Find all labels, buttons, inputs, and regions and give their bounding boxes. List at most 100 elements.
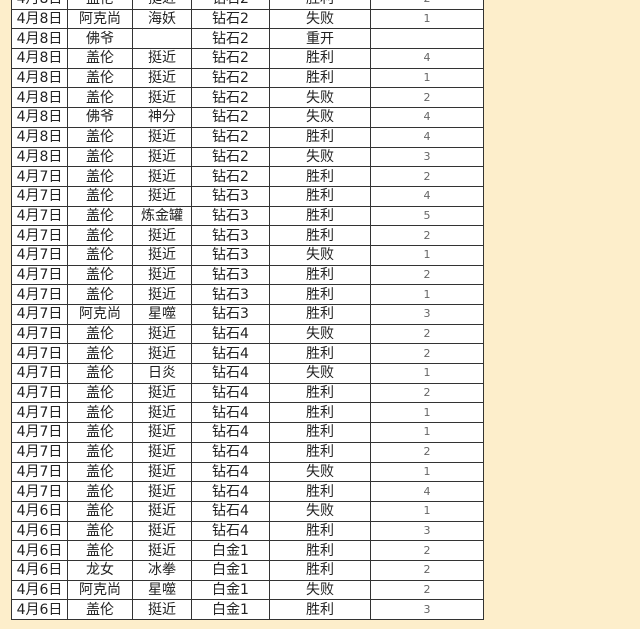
item-cell[interactable]: 挺近 [132,166,192,187]
date-cell[interactable]: 4月8日 [11,107,68,128]
result-cell[interactable]: 胜利 [269,264,371,286]
rank-cell[interactable]: 钻石3 [191,244,270,266]
hero-cell[interactable]: 盖伦 [67,48,133,69]
rank-cell[interactable]: 钻石3 [191,225,270,246]
rank-cell[interactable]: 钻石3 [191,304,270,325]
rank-cell[interactable]: 钻石2 [191,146,270,168]
result-cell[interactable]: 失败 [269,146,371,168]
item-cell[interactable]: 挺近 [132,382,192,404]
rank-cell[interactable]: 钻石4 [191,402,270,424]
item-cell[interactable]: 冰拳 [132,559,192,581]
rank-cell[interactable]: 钻石2 [191,48,270,69]
rank-cell[interactable]: 钻石2 [191,8,270,30]
item-cell[interactable] [132,28,192,50]
hero-cell[interactable]: 盖伦 [67,284,133,305]
count-cell[interactable]: 4 [370,48,484,69]
item-cell[interactable]: 挺近 [132,402,192,424]
hero-cell[interactable]: 盖伦 [67,481,133,502]
result-cell[interactable]: 胜利 [269,599,371,620]
date-cell[interactable]: 4月8日 [11,28,68,50]
result-cell[interactable]: 失败 [269,461,371,483]
date-cell[interactable]: 4月7日 [11,304,68,325]
hero-cell[interactable]: 盖伦 [67,343,133,365]
rank-cell[interactable]: 钻石4 [191,363,270,384]
hero-cell[interactable]: 盖伦 [67,599,133,620]
rank-cell[interactable]: 钻石4 [191,323,270,345]
hero-cell[interactable]: 阿克尚 [67,8,133,30]
rank-cell[interactable]: 白金1 [191,599,270,620]
result-cell[interactable]: 胜利 [269,166,371,187]
result-cell[interactable]: 失败 [269,107,371,128]
date-cell[interactable]: 4月8日 [11,87,68,109]
item-cell[interactable]: 炼金罐 [132,205,192,227]
item-cell[interactable]: 星噬 [132,579,192,601]
rank-cell[interactable]: 钻石2 [191,0,270,10]
date-cell[interactable]: 4月8日 [11,0,68,10]
date-cell[interactable]: 4月7日 [11,402,68,424]
count-cell[interactable]: 2 [370,540,484,561]
count-cell[interactable]: 1 [370,244,484,266]
rank-cell[interactable]: 白金1 [191,540,270,561]
date-cell[interactable]: 4月6日 [11,500,68,522]
hero-cell[interactable]: 龙女 [67,559,133,581]
item-cell[interactable]: 挺近 [132,244,192,266]
hero-cell[interactable]: 盖伦 [67,323,133,345]
result-cell[interactable]: 重开 [269,28,371,50]
hero-cell[interactable]: 盖伦 [67,441,133,463]
count-cell[interactable]: 2 [370,343,484,365]
item-cell[interactable]: 挺近 [132,264,192,286]
rank-cell[interactable]: 钻石4 [191,343,270,365]
result-cell[interactable]: 胜利 [269,284,371,305]
item-cell[interactable]: 挺近 [132,185,192,207]
count-cell[interactable]: 1 [370,422,484,443]
rank-cell[interactable]: 钻石3 [191,284,270,305]
result-cell[interactable]: 胜利 [269,67,371,89]
hero-cell[interactable]: 盖伦 [67,520,133,542]
rank-cell[interactable]: 钻石2 [191,166,270,187]
hero-cell[interactable]: 阿克尚 [67,304,133,325]
item-cell[interactable]: 挺近 [132,323,192,345]
result-cell[interactable]: 失败 [269,8,371,30]
hero-cell[interactable]: 盖伦 [67,185,133,207]
count-cell[interactable]: 2 [370,166,484,187]
date-cell[interactable]: 4月6日 [11,540,68,561]
result-cell[interactable]: 胜利 [269,48,371,69]
result-cell[interactable]: 胜利 [269,422,371,443]
count-cell[interactable]: 2 [370,323,484,345]
date-cell[interactable]: 4月7日 [11,343,68,365]
item-cell[interactable]: 挺近 [132,0,192,10]
hero-cell[interactable]: 盖伦 [67,244,133,266]
count-cell[interactable]: 1 [370,284,484,305]
count-cell[interactable]: 4 [370,107,484,128]
hero-cell[interactable]: 阿克尚 [67,579,133,601]
item-cell[interactable]: 神分 [132,107,192,128]
count-cell[interactable]: 1 [370,500,484,522]
item-cell[interactable]: 挺近 [132,422,192,443]
date-cell[interactable]: 4月7日 [11,225,68,246]
rank-cell[interactable]: 钻石4 [191,382,270,404]
count-cell[interactable]: 2 [370,264,484,286]
date-cell[interactable]: 4月8日 [11,126,68,148]
hero-cell[interactable]: 佛爷 [67,28,133,50]
rank-cell[interactable]: 钻石4 [191,481,270,502]
count-cell[interactable]: 2 [370,87,484,109]
count-cell[interactable]: 1 [370,461,484,483]
item-cell[interactable]: 挺近 [132,87,192,109]
item-cell[interactable]: 挺近 [132,126,192,148]
date-cell[interactable]: 4月7日 [11,382,68,404]
result-cell[interactable]: 胜利 [269,402,371,424]
result-cell[interactable]: 胜利 [269,481,371,502]
item-cell[interactable]: 挺近 [132,441,192,463]
count-cell[interactable]: 5 [370,205,484,227]
result-cell[interactable]: 胜利 [269,559,371,581]
result-cell[interactable]: 胜利 [269,0,371,10]
result-cell[interactable]: 胜利 [269,343,371,365]
hero-cell[interactable]: 盖伦 [67,402,133,424]
item-cell[interactable]: 挺近 [132,284,192,305]
date-cell[interactable]: 4月7日 [11,461,68,483]
hero-cell[interactable]: 盖伦 [67,205,133,227]
result-cell[interactable]: 胜利 [269,126,371,148]
result-cell[interactable]: 失败 [269,323,371,345]
result-cell[interactable]: 失败 [269,87,371,109]
count-cell[interactable] [370,28,484,50]
